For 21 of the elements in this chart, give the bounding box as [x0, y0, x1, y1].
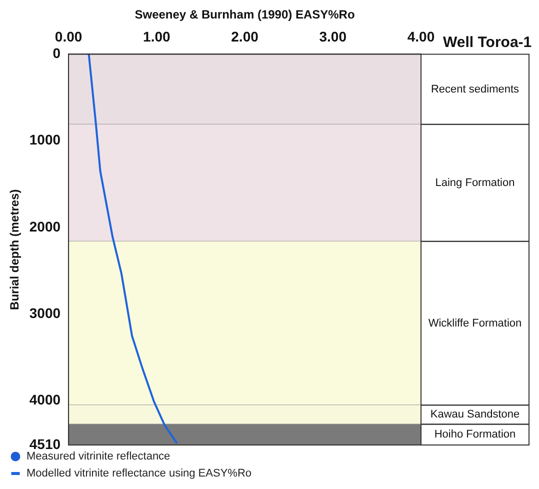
- y-tick-label: 2000: [29, 218, 61, 234]
- x-tick-label: 2.00: [231, 28, 259, 45]
- band-label: Hoiho Formation: [434, 428, 516, 441]
- x-tick-label: 4.00: [407, 28, 435, 45]
- y-axis-title: Burial depth (metres): [8, 189, 22, 310]
- y-tick-label: 0: [52, 45, 61, 62]
- legend-label: Measured vitrinite reflectance: [26, 450, 170, 463]
- y-tick-label: 4510: [29, 436, 61, 452]
- legend-label: Modelled vitrinite reflectance using EASY%Ro: [26, 468, 252, 480]
- y-tick-label: 3000: [29, 305, 61, 322]
- band-label: Kawau Sandstone: [430, 408, 520, 421]
- band-label: Laing Formation: [435, 176, 515, 189]
- band-label: Recent sediments: [430, 83, 520, 96]
- x-axis-title: Sweeney & Burnham (1990) EASY%Ro: [134, 8, 355, 22]
- y-tick-label: 4000: [29, 392, 61, 408]
- x-tick-label: 1.00: [143, 28, 170, 45]
- x-tick-label: 3.00: [319, 28, 347, 45]
- text: Well Toroa-1: [443, 34, 532, 51]
- y-tick-label: 1000: [29, 132, 61, 148]
- x-tick-label: 0.00: [54, 28, 82, 45]
- band-label: Wickliffe Formation: [428, 317, 522, 330]
